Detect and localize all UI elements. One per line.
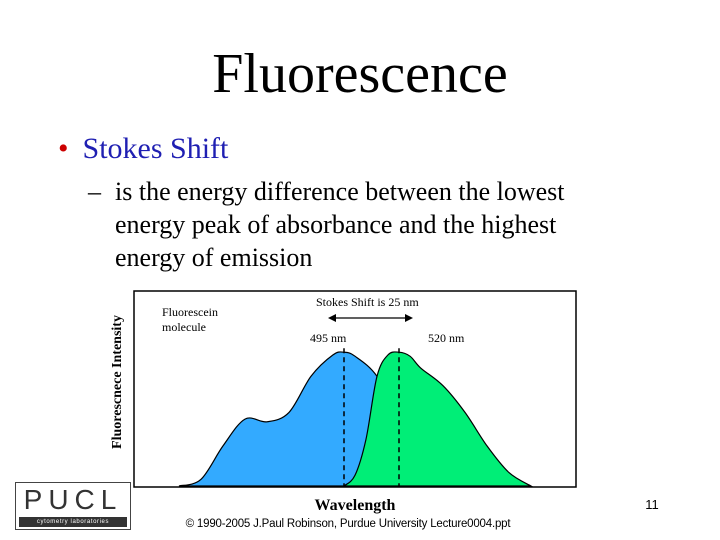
sub-bullet-definition: – is the energy difference between the l… [88, 175, 628, 274]
chart-peak-lines [343, 348, 400, 486]
chart-series-layer [178, 351, 534, 487]
copyright-footer: © 1990-2005 J.Paul Robinson, Purdue Univ… [185, 518, 511, 530]
series-1-area [342, 351, 534, 487]
sub-bullet-line-2: energy peak of absorbance and the highes… [115, 210, 557, 239]
annotation-stokes-shift: Stokes Shift is 25 nm [316, 295, 419, 309]
bullet-dot-icon: • [58, 132, 69, 165]
fluorescence-spectrum-chart: Fluorescein molecule Stokes Shift is 25 … [133, 290, 577, 488]
sub-bullet-dash: – [88, 177, 101, 206]
pucl-logo: PUCL cytometry laboratories [15, 482, 131, 530]
chart-x-axis-label: Wavelength [314, 497, 396, 514]
bullet-text: Stokes Shift [82, 132, 229, 165]
logo-subtitle: cytometry laboratories [19, 517, 127, 527]
bullet-stokes-shift: • Stokes Shift [58, 130, 228, 168]
sub-bullet-line-3: energy of emission [115, 243, 313, 272]
chart-y-axis-label: Fluorescnece Intensity [110, 315, 125, 449]
stokes-shift-arrow [328, 314, 413, 322]
slide-title: Fluorescence [212, 43, 508, 105]
peak-label-520: 520 nm [428, 331, 465, 345]
arrow-left-head-icon [328, 314, 336, 322]
page-number: 11 [645, 497, 659, 512]
annotation-molecule: molecule [162, 320, 206, 334]
arrow-right-head-icon [405, 314, 413, 322]
logo-text: PUCL [23, 484, 123, 515]
peak-label-495: 495 nm [310, 331, 347, 345]
sub-bullet-line-1: is the energy difference between the low… [115, 177, 565, 206]
annotation-fluorescein: Fluorescein [162, 305, 218, 319]
